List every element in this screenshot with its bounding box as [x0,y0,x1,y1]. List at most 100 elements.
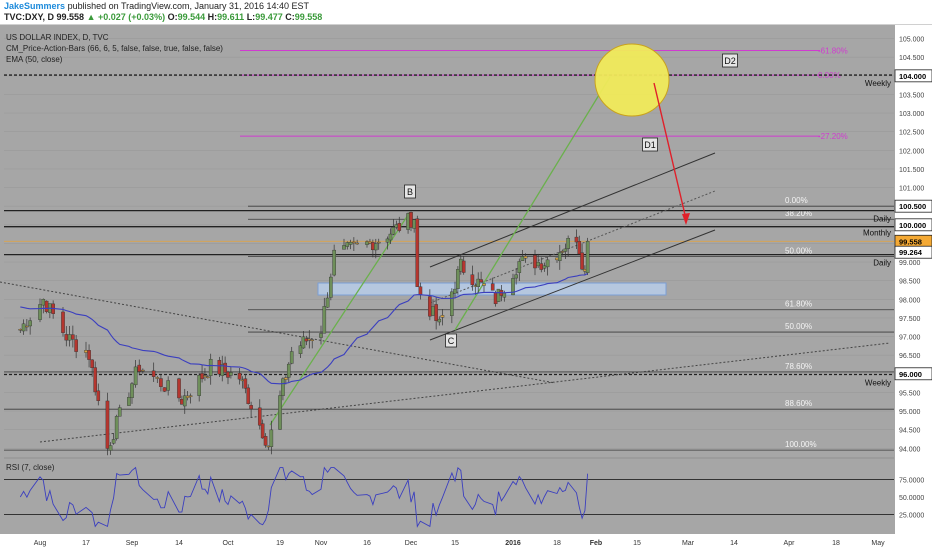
target-zone-circle[interactable] [594,43,670,117]
candle-body [394,224,399,228]
wave-labels: B C D1 D2 [404,53,738,348]
candle-body [397,223,402,231]
time-tick-label: Sep [126,540,139,547]
publish-line: JakeSummers published on TradingView.com… [4,1,309,11]
rsi-tick-label: 75.0000 [899,478,924,485]
level-tag: Monthly [863,229,891,238]
ohlc-high: 99.611 [217,12,245,22]
candle-body [536,261,540,267]
candle-body [490,283,495,291]
candle-body [428,296,432,317]
arrow-up-icon: ▲ [86,12,96,22]
candle-body [415,218,420,287]
time-axis[interactable]: Aug 17 Sep 14 Oct 19 Nov 16 Dec 15 2016 18 Feb 15 Mar 1… [0,534,932,550]
rsi-tick-label: 25.0000 [899,513,924,520]
ohlc-high-label: H: [207,12,218,22]
long-downtrend-line[interactable] [0,281,556,384]
candle-body [322,306,327,334]
candle-body [257,407,262,426]
candle-body [185,395,190,399]
candle-body [580,252,584,270]
price-tick-label: 99.000 [899,260,921,267]
price-tick-label: 102.500 [899,130,924,137]
fib-retracement-label: 100.00% [785,440,817,449]
candle-body [482,283,486,286]
candle-body [117,407,122,417]
candle-body [223,362,227,373]
candle-body [269,429,274,447]
price-tick-label: 103.000 [899,111,924,118]
candle-body [96,390,101,401]
grid-lines [4,38,894,449]
candle-body [304,338,309,342]
level-tag: Weekly [865,79,891,88]
author-link[interactable]: JakeSummers [4,1,66,11]
candle-body [208,358,213,376]
candle-body [376,241,381,244]
projection-arrow[interactable] [653,82,687,220]
level-tag: Daily [873,259,891,268]
price-tick-label: 96.500 [899,353,921,360]
channel-upper[interactable] [429,152,716,268]
legend-study-ema: EMA (50, close) [6,55,63,64]
candle-body [412,219,416,229]
legend-title: US DOLLAR INDEX, D, TVC [6,33,109,42]
time-tick-label: 15 [633,540,641,547]
legend-rsi: RSI (7, close) [6,463,55,472]
candle-body [87,350,91,360]
chart-canvas[interactable]: -61.80%0.00%-27.20%0.00%38.20%50.00%61.8… [0,25,932,550]
time-tick-label: Oct [223,540,234,547]
candle-body [470,274,475,286]
candle-body [557,252,562,261]
channel-lower[interactable] [429,229,716,341]
price-tick-label: 97.500 [899,316,921,323]
candle-body [93,367,97,393]
candle-body [137,364,142,372]
candle-body [461,260,466,273]
candle-body [437,318,442,323]
time-tick-label: 18 [553,540,561,547]
ohlc-close-label: C: [285,12,295,22]
channel-mid[interactable] [429,190,716,304]
time-tick-label: 17 [82,540,90,547]
ema-line [20,273,588,385]
chart-header: JakeSummers published on TradingView.com… [0,0,932,25]
candlestick-series[interactable] [18,211,590,456]
wave-label-box [722,53,738,68]
candle-body [105,400,110,449]
ohlc-close: 99.558 [294,12,323,22]
candle-body [71,334,75,340]
wave-label-box [445,333,457,348]
wave-label-box [642,137,658,152]
time-tick-label: Feb [590,540,602,547]
time-tick-label: Mar [682,540,695,547]
legend-study-price-action: CM_Price-Action-Bars (66, 6, 5, false, f… [6,44,223,53]
price-tag-label: 104.000 [899,72,926,81]
ohlc-open: 99.544 [177,12,206,22]
leg-cd-line[interactable] [454,76,611,331]
candle-body [365,241,369,245]
long-uptrend-line[interactable] [39,342,891,443]
price-axis-bg [895,25,932,550]
candle-body [64,334,69,341]
price-tick-label: 102.000 [899,148,924,155]
price-tag-label: 99.558 [899,237,922,246]
leg-ab-line[interactable] [269,211,411,426]
rsi-pane[interactable]: 75.0000 50.0000 25.0000 [4,457,924,528]
candle-body [388,233,393,241]
candle-body [345,242,350,247]
candle-body [574,236,579,243]
price-axis[interactable]: 105.000 104.500 104.000 103.500 103.000 102.5… [894,25,932,550]
candle-body [577,241,582,255]
price-tick-label: 101.000 [899,186,924,193]
time-tick-label: 15 [451,540,459,547]
candle-body [385,238,390,243]
projection-arrowhead-icon [682,213,690,225]
candle-body [28,320,32,327]
candle-body [286,363,291,378]
price-tick-label: 95.000 [899,409,921,416]
time-tick-label: 14 [175,540,183,547]
time-tick-label: Nov [315,540,328,547]
fib-extension-label: -61.80% [818,47,848,56]
price-tick-label: 95.500 [899,390,921,397]
